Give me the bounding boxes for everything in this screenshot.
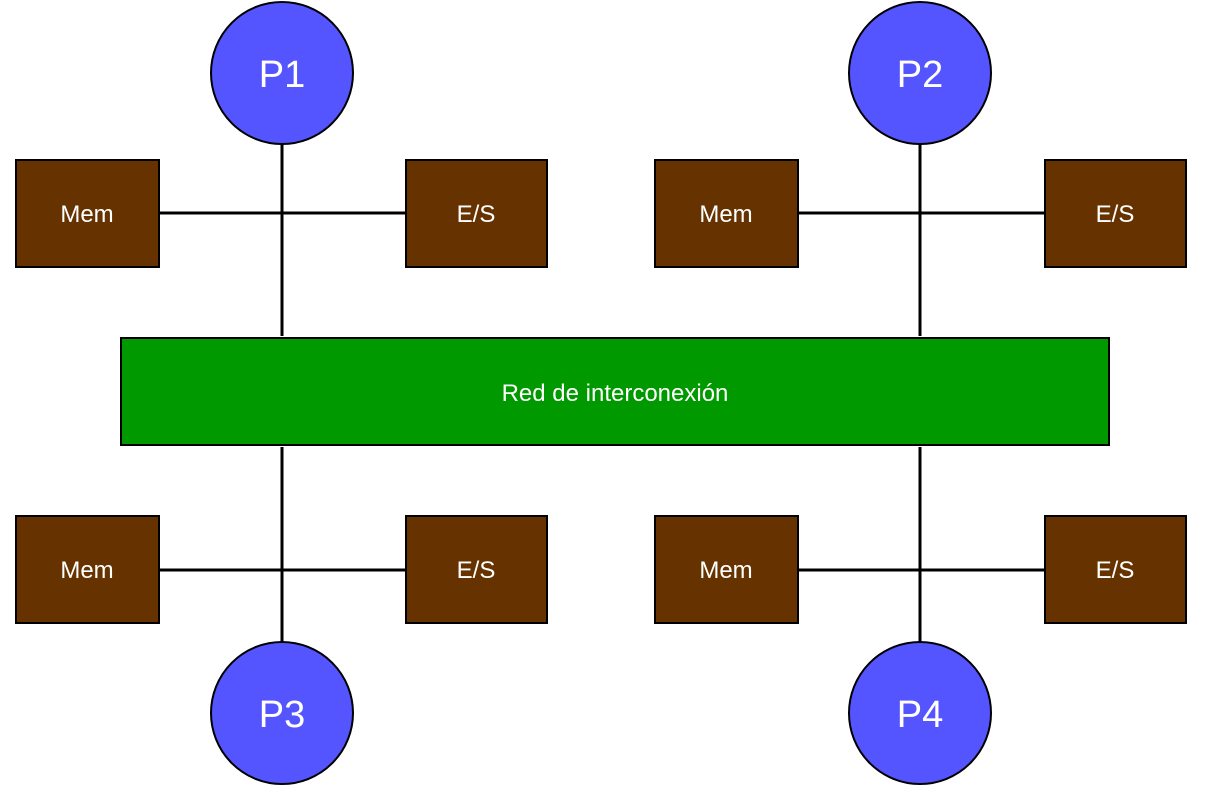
p2-memory-label: Mem bbox=[699, 201, 752, 228]
p2-memory-box bbox=[654, 159, 799, 268]
p4-memory-box bbox=[654, 515, 799, 624]
node-p4: Mem E/S P4 bbox=[654, 447, 1187, 785]
processor-p2-circle bbox=[848, 1, 992, 145]
p4-io-label: E/S bbox=[1096, 557, 1135, 584]
p3-io-label: E/S bbox=[457, 557, 496, 584]
processor-p1: P1 bbox=[210, 1, 354, 145]
processor-p3: P3 bbox=[210, 641, 354, 785]
processor-p3-label: P3 bbox=[259, 694, 305, 736]
p2-memory: Mem bbox=[654, 159, 799, 268]
processor-p4-label: P4 bbox=[897, 694, 943, 736]
p1-io: E/S bbox=[405, 159, 548, 268]
p4-memory: Mem bbox=[654, 515, 799, 624]
p4-io-box bbox=[1044, 515, 1187, 624]
processor-p4: P4 bbox=[848, 641, 992, 785]
p3-memory-label: Mem bbox=[60, 557, 113, 584]
p1-io-label: E/S bbox=[457, 201, 496, 228]
processor-p2: P2 bbox=[848, 1, 992, 145]
processor-p4-circle bbox=[848, 641, 992, 785]
interconnection-network: Red de interconexión bbox=[120, 337, 1110, 446]
p3-io-box bbox=[405, 515, 548, 624]
p2-io: E/S bbox=[1044, 159, 1187, 268]
p1-memory-box bbox=[15, 159, 160, 268]
p3-memory-box bbox=[15, 515, 160, 624]
network-label: Red de interconexión bbox=[502, 380, 729, 407]
p1-memory-label: Mem bbox=[60, 201, 113, 228]
processor-p2-label: P2 bbox=[897, 54, 943, 96]
p4-io: E/S bbox=[1044, 515, 1187, 624]
p2-io-label: E/S bbox=[1096, 201, 1135, 228]
node-p3: Mem E/S P3 bbox=[15, 447, 548, 785]
processor-p1-label: P1 bbox=[259, 54, 305, 96]
processor-p3-circle bbox=[210, 641, 354, 785]
p4-memory-label: Mem bbox=[699, 557, 752, 584]
node-p1: Mem E/S P1 bbox=[15, 1, 548, 336]
node-p2: Mem E/S P2 bbox=[654, 1, 1187, 336]
processor-p1-circle bbox=[210, 1, 354, 145]
p2-io-box bbox=[1044, 159, 1187, 268]
network-box bbox=[120, 337, 1110, 446]
p1-io-box bbox=[405, 159, 548, 268]
p3-io: E/S bbox=[405, 515, 548, 624]
p3-memory: Mem bbox=[15, 515, 160, 624]
p1-memory: Mem bbox=[15, 159, 160, 268]
